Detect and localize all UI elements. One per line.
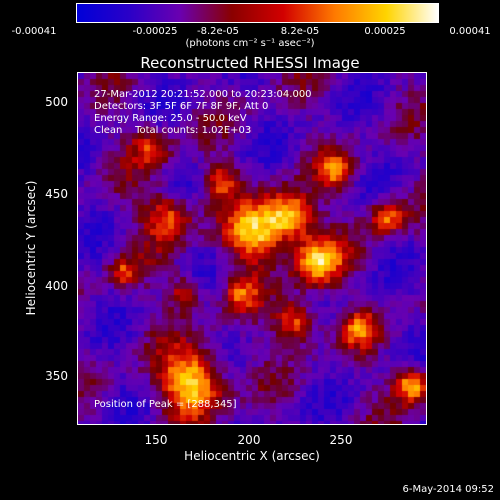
colorbar-tick: 8.2e-05 bbox=[280, 26, 320, 37]
image-canvas bbox=[78, 73, 426, 424]
y-axis-label: Heliocentric Y (arcsec) bbox=[24, 180, 38, 316]
x-tick-label: 250 bbox=[329, 433, 353, 447]
timestamp: 6-May-2014 09:52 bbox=[402, 484, 494, 495]
y-tick-label: 500 bbox=[45, 95, 68, 109]
y-tick-label: 400 bbox=[45, 279, 68, 293]
rhessi-image: 27-Mar-2012 20:21:52.000 to 20:23:04.000… bbox=[77, 72, 427, 425]
y-tick-label: 350 bbox=[45, 369, 68, 383]
x-tick-label: 150 bbox=[144, 433, 168, 447]
colorbar-tick: 0.00041 bbox=[449, 26, 491, 37]
annotation-detectors: Detectors: 3F 5F 6F 7F 8F 9F, Att 0 bbox=[94, 101, 269, 112]
annotation-clean: Clean Total counts: 1.02E+03 bbox=[94, 125, 252, 136]
x-tick-label: 200 bbox=[237, 433, 261, 447]
colorbar-unit: (photons cm⁻² s⁻¹ asec⁻²) bbox=[185, 38, 315, 49]
annotation-energy: Energy Range: 25.0 - 50.0 keV bbox=[94, 113, 247, 124]
x-axis-label: Heliocentric X (arcsec) bbox=[184, 449, 320, 463]
annotation-time-range: 27-Mar-2012 20:21:52.000 to 20:23:04.000 bbox=[94, 89, 312, 100]
colorbar-tick: 0.00025 bbox=[364, 26, 406, 37]
colorbar-tick: -0.00041 bbox=[11, 26, 57, 37]
colorbar bbox=[76, 3, 439, 23]
y-tick-label: 450 bbox=[45, 187, 68, 201]
colorbar-tick: -0.00025 bbox=[132, 26, 178, 37]
annotation-peak: Position of Peak = [288,345] bbox=[94, 399, 237, 410]
plot-title: Reconstructed RHESSI Image bbox=[140, 54, 360, 72]
colorbar-tick: -8.2e-05 bbox=[197, 26, 239, 37]
